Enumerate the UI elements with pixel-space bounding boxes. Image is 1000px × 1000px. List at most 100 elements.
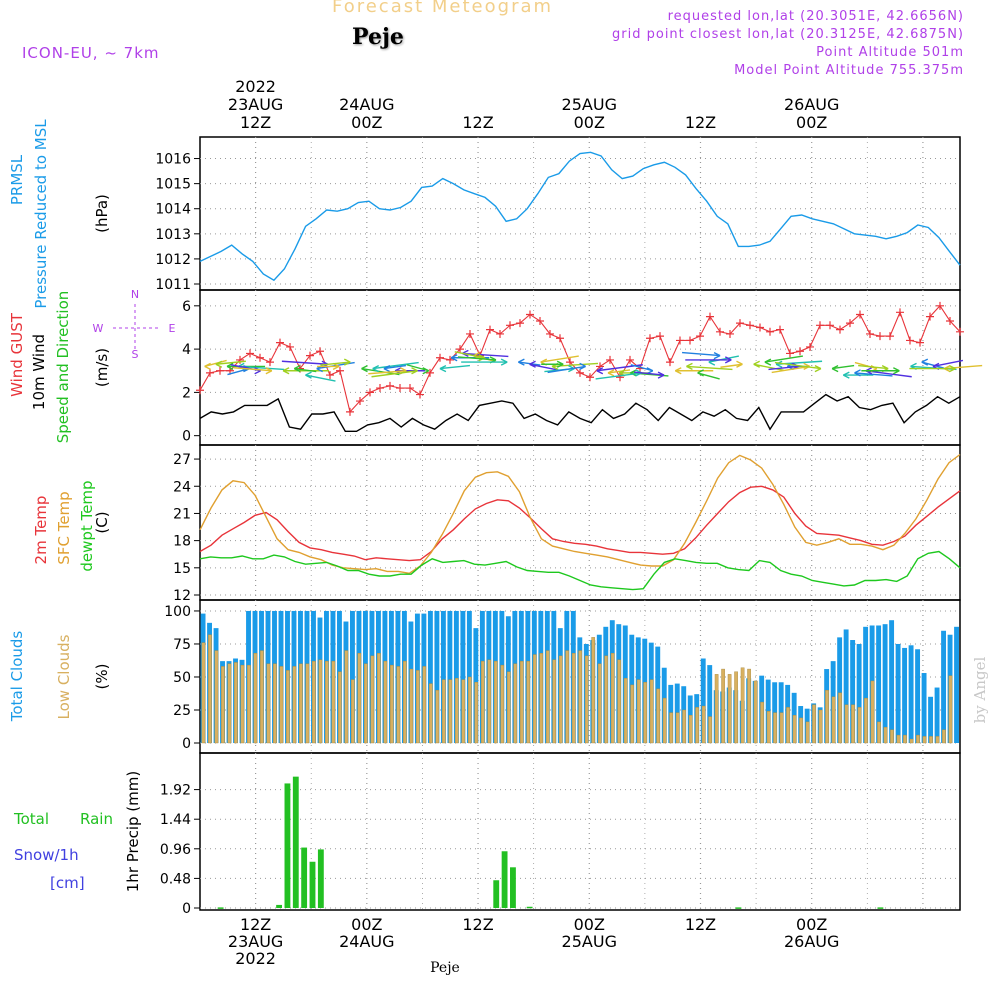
y-tick-label: 15: [173, 561, 191, 577]
label-snow: Snow/1h: [14, 846, 79, 864]
low-cloud-bar: [740, 667, 745, 744]
wind-arrow-head: [843, 371, 850, 379]
precip-bar: [284, 783, 291, 908]
gust-marker: [836, 325, 844, 334]
wind-speed-line: [199, 393, 961, 432]
low-cloud-bar: [318, 659, 323, 744]
low-cloud-bar: [617, 659, 621, 744]
wind-arrow: [320, 361, 351, 366]
gust-marker: [536, 316, 544, 325]
low-cloud-bar: [701, 705, 706, 744]
wind-arrow-head: [674, 367, 682, 375]
low-cloud-bar: [792, 715, 797, 744]
wind-arrow: [607, 369, 631, 374]
wind-arrow-head: [724, 356, 732, 364]
low-cloud-bar: [656, 688, 660, 744]
bottom-time-label: 00Z: [574, 915, 605, 934]
wind-arrow: [764, 355, 803, 363]
label-low-clouds: Low Clouds: [55, 634, 73, 719]
compass-s: S: [132, 348, 139, 361]
top-time-label: 12Z: [685, 113, 716, 132]
meteogram-title: Forecast Meteogram: [332, 0, 554, 17]
gust-marker: [446, 355, 454, 364]
precip-bar: [301, 847, 308, 908]
total-cloud-bar: [954, 626, 959, 743]
wind-arrow: [406, 364, 429, 372]
gust-marker: [326, 371, 334, 380]
low-cloud-bar: [441, 679, 446, 744]
gust-marker: [896, 308, 904, 317]
y-tick-label: 1.44: [160, 812, 191, 828]
low-cloud-bar: [370, 655, 375, 744]
wind-arrow-head: [764, 358, 772, 366]
gust-marker: [646, 334, 654, 343]
wind-arrow: [595, 372, 642, 380]
top-time-label: 25AUG: [562, 95, 617, 114]
y-tick-label: 1014: [155, 202, 191, 218]
low-cloud-bar: [903, 734, 907, 744]
wind-arrow-head: [529, 360, 536, 368]
low-cloud-bar: [857, 707, 862, 744]
low-cloud-bar: [480, 660, 485, 744]
gust-marker: [346, 407, 354, 416]
panel-1: [194, 136, 961, 291]
gust-marker: [376, 384, 384, 393]
low-cloud-bar: [435, 689, 440, 744]
low-cloud-bar: [513, 663, 518, 744]
label-dewpt-temp: dewpt Temp: [78, 480, 96, 571]
total-cloud-bar: [850, 640, 856, 743]
gust-marker: [886, 332, 894, 341]
total-cloud-bar: [882, 624, 888, 743]
label-2m-temp: 2m Temp: [32, 496, 50, 565]
compass-n: N: [131, 288, 139, 301]
low-cloud-bar: [519, 660, 524, 744]
low-cloud-bar: [838, 692, 842, 744]
panel-3: [194, 444, 961, 601]
total-cloud-bar: [915, 649, 921, 743]
wind-arrow: [633, 371, 665, 376]
compass-cross: [113, 304, 160, 352]
gust-marker: [466, 329, 474, 338]
low-cloud-bar: [760, 701, 764, 744]
wind-arrow-head: [372, 364, 380, 373]
total-cloud-bar: [427, 610, 433, 743]
y-tick-label: 4: [182, 342, 191, 358]
low-cloud-bar: [357, 653, 362, 744]
wind-arrow-head: [686, 362, 693, 371]
wind-arrow-head: [265, 367, 273, 375]
wind-arrow: [215, 360, 246, 365]
gust-marker: [706, 312, 714, 321]
y-tick-label: 1016: [155, 152, 191, 168]
gust-marker: [846, 319, 854, 328]
low-cloud-bar: [227, 663, 232, 744]
wind-arrow: [204, 359, 227, 368]
wind-arrow-head: [204, 362, 211, 371]
low-cloud-bar: [286, 670, 290, 744]
precip-bar: [276, 904, 283, 908]
low-cloud-bar: [883, 726, 888, 744]
gust-line: [199, 304, 961, 414]
precip-bar: [735, 907, 742, 909]
low-cloud-bar: [461, 679, 466, 744]
wind-arrow-head: [411, 367, 418, 375]
gust-marker: [526, 310, 534, 319]
wind-arrow-head: [736, 360, 743, 368]
total-cloud-bar: [934, 687, 940, 743]
gust-marker: [286, 342, 294, 351]
bottom-time-label: 00Z: [351, 915, 382, 934]
low-cloud-bar: [532, 654, 537, 744]
low-cloud-bar: [779, 712, 784, 744]
wind-arrow: [865, 370, 912, 378]
gust-marker: [956, 327, 964, 336]
y-tick-label: 1015: [155, 177, 191, 193]
top-time-label: 00Z: [796, 113, 827, 132]
y-tick-label: 0: [182, 736, 191, 752]
low-cloud-bar: [299, 663, 303, 744]
total-cloud-bar: [440, 610, 446, 743]
wind-arrow-head: [814, 364, 822, 373]
low-cloud-bar: [695, 707, 699, 744]
gust-marker: [406, 384, 414, 393]
wind-arrow-head: [831, 364, 839, 373]
panel-frame: [199, 444, 961, 601]
low-cloud-bar: [493, 660, 498, 744]
